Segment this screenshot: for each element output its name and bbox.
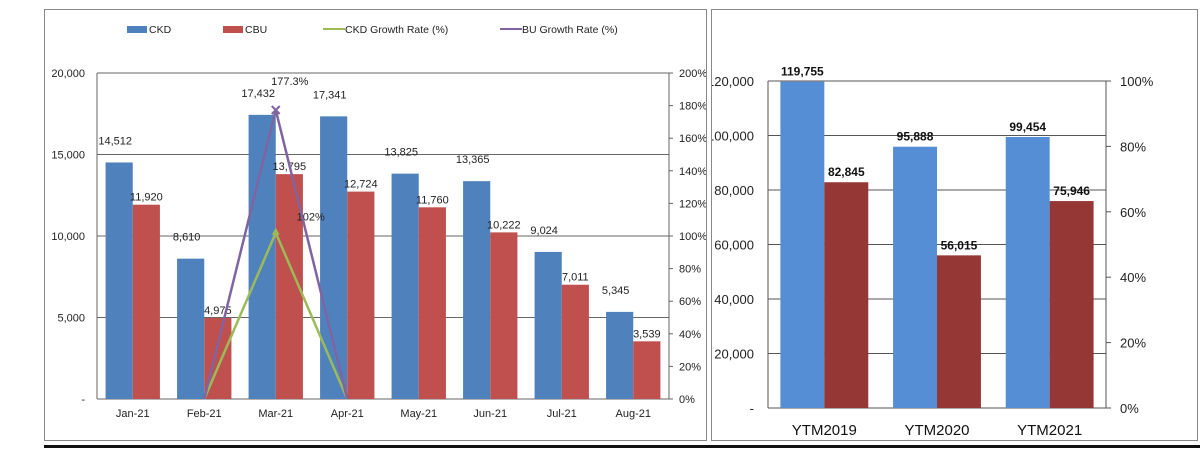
x-tick-label: YTM2021 [1017,422,1082,439]
x-tick-label: YTM2019 [792,422,857,439]
y2-tick-label: 60% [679,296,701,308]
ckd-bar [534,251,562,399]
legend-swatch [223,26,243,33]
ckd-growth-marker [271,227,280,235]
ckd-bar [177,258,205,399]
ckd-bar [391,173,419,399]
ckd-bar [105,162,133,399]
cbu-bar [347,191,375,399]
legend-label: CKD [149,24,172,36]
y2-tick-label: 0% [679,394,695,406]
ckd-data-label: 8,610 [173,232,201,244]
ckd-data-label: 13,825 [384,147,418,159]
y-tick-label: 20,000 [51,68,85,80]
ckd-bar [320,116,348,399]
y2-tick-label: 160% [679,133,706,145]
cbu-bar [633,341,661,399]
monthly-chart: - 5,000 10,000 15,000 20,000 0% 20% 40% 60% 80% 10… [51,24,706,420]
cbu-data-label: 10,222 [487,219,521,231]
x-tick-label: YTM2020 [904,422,969,439]
x-tick-label: Jan-21 [116,408,150,420]
ckd-data-label: 5,345 [602,285,630,297]
ckd-data-label: 17,341 [313,89,347,101]
y-tick-label: 15,000 [51,150,85,162]
ytm-data-label: 56,015 [941,238,978,252]
ytm-chart: - 20,000 40,000 60,000 80,000 100,000 120,000 0… [712,65,1154,439]
y-tick-label: 20,000 [714,347,754,362]
y2-tick-label: 80% [1120,139,1146,154]
cbu-bar [132,204,160,399]
x-tick-label: Apr-21 [331,408,364,420]
y2-tick-label: 200% [679,68,706,80]
legend-swatch [127,26,147,33]
bu-growth-marker [271,105,281,115]
cbu-data-label: 12,724 [344,179,378,191]
y-tick-label: 80,000 [714,183,754,198]
cbu-data-label: 7,011 [562,272,589,284]
y2-tick-label: 180% [679,101,706,113]
y-tick-label: - [750,401,754,416]
ytm-bar-b [824,182,869,408]
cbu-bar [418,207,446,399]
y2-tick-label: 20% [679,361,701,373]
x-tick-label: Feb-21 [187,408,222,420]
cbu-data-label: 3,539 [633,328,661,340]
y-tick-label: 5,000 [57,313,85,325]
ytm-data-label: 82,845 [828,165,865,179]
cbu-data-label: 11,920 [130,192,163,204]
ckd-data-label: 13,365 [456,154,490,166]
legend-label: BU Growth Rate (%) [522,24,618,36]
y2-tick-label: 80% [679,264,701,276]
ckd-data-label: 14,512 [98,135,132,147]
cbu-bar [561,284,589,399]
cbu-data-label: 11,760 [416,194,449,206]
ytm-bar-b [937,255,981,408]
monthly-chart-panel: - 5,000 10,000 15,000 20,000 0% 20% 40% 60% 80% 10… [44,9,707,441]
ytm-bar-b [1049,201,1094,408]
ytm-bar-a [780,81,825,408]
bu-growth-label: 177.3% [271,76,309,88]
legend-label: CBU [245,24,267,36]
x-tick-label: Jun-21 [473,408,507,420]
cbu-bar [490,232,518,399]
ytm-data-label: 119,755 [781,65,824,79]
ytm-bar-a [1005,136,1050,408]
ytm-data-label: 75,946 [1053,184,1090,198]
x-tick-label: Jul-21 [547,408,577,420]
y2-tick-label: 100% [679,231,706,243]
y2-tick-label: 40% [1120,270,1146,285]
y-tick-label: 60,000 [714,238,754,253]
ckd-data-label: 9,024 [530,225,558,237]
ytm-data-label: 99,454 [1009,120,1046,134]
y2-tick-label: 20% [1120,336,1146,351]
y2-tick-label: 0% [1120,401,1139,416]
ckd-bar [463,181,491,399]
x-tick-label: Aug-21 [616,408,651,420]
y2-tick-label: 60% [1120,205,1146,220]
y2-tick-label: 100% [1120,74,1154,89]
bottom-rule [44,445,1200,448]
y-tick-label: 40,000 [714,292,754,307]
x-tick-label: May-21 [400,408,437,420]
ytm-chart-panel: - 20,000 40,000 60,000 80,000 100,000 120,000 0… [711,9,1198,441]
ckd-data-label: 17,432 [241,88,275,100]
x-tick-label: Mar-21 [258,408,293,420]
y-tick-label: 120,000 [712,74,754,89]
ckd-bar [606,311,634,399]
y2-tick-label: 140% [679,166,706,178]
ckd-bar [248,114,276,399]
ytm-data-label: 95,888 [897,130,934,144]
y-tick-label: 10,000 [51,231,85,243]
y2-tick-label: 40% [679,329,701,341]
y-tick-label: - [81,394,85,406]
legend-label: CKD Growth Rate (%) [345,24,448,36]
y2-tick-label: 120% [679,198,706,210]
ytm-bar-a [893,146,937,408]
y-tick-label: 100,000 [712,129,754,144]
